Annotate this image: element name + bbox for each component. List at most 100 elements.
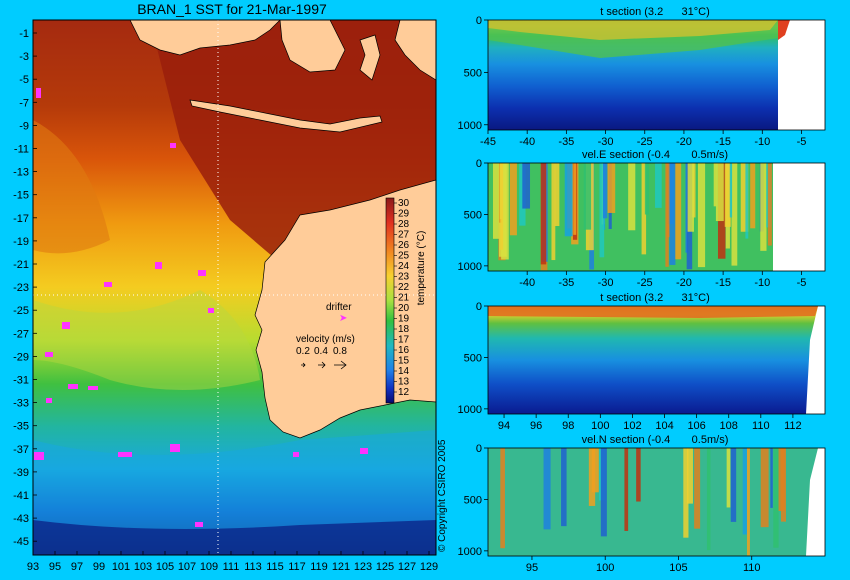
colorbar-tick-label: 15 bbox=[398, 356, 410, 367]
section-x-tick-label: -15 bbox=[715, 136, 731, 148]
borneo-landmass bbox=[279, 20, 346, 73]
section-y-tick-label: 0 bbox=[476, 301, 482, 313]
velocity-stripe bbox=[543, 448, 551, 530]
colorbar-tick-label: 22 bbox=[398, 282, 410, 293]
lat-tick-label: -27 bbox=[13, 328, 29, 340]
velocity-stripe bbox=[729, 163, 733, 218]
velocity-stripe bbox=[760, 448, 769, 528]
copyright: © Copyright CSIRO 2005 bbox=[437, 439, 448, 552]
t-section-panel-1: t section (3.2 31°C) -45 -40 -35 -30 -25 -20-… bbox=[458, 6, 826, 148]
velocity-stripe bbox=[760, 163, 767, 251]
velocity-legend-value-1: 0.2 bbox=[296, 346, 310, 357]
section-x-tick-label: -35 bbox=[558, 136, 574, 148]
velocity-stripe bbox=[697, 163, 706, 268]
velocity-stripe bbox=[492, 163, 500, 239]
section-x-tick-label: -5 bbox=[797, 277, 807, 289]
velocity-stripe bbox=[564, 163, 573, 237]
section-x-tick-label: 94 bbox=[498, 420, 510, 432]
drifter bbox=[170, 444, 180, 452]
section-y-tick-label: 0 bbox=[476, 15, 482, 27]
velocity-stripe bbox=[767, 163, 772, 246]
colorbar-tick-label: 28 bbox=[398, 219, 410, 230]
velocity-stripe bbox=[687, 448, 693, 504]
drifter bbox=[104, 282, 112, 287]
lon-tick-label: 119 bbox=[310, 561, 328, 573]
panel-2-velocity-stripes bbox=[492, 163, 772, 271]
lon-tick-label: 125 bbox=[376, 561, 394, 573]
lat-tick-label: -31 bbox=[13, 375, 29, 387]
lat-tick-label: -25 bbox=[13, 305, 29, 317]
velocity-stripe bbox=[522, 163, 531, 209]
velocity-stripe bbox=[715, 163, 724, 222]
sst-map bbox=[33, 20, 436, 555]
vel-e-section-panel: vel.E section (-0.4 0.5m/s) -40 -35 -30 -25… bbox=[458, 149, 826, 289]
velocity-stripe bbox=[628, 163, 636, 231]
map-title: BRAN_1 SST for 21-Mar-1997 bbox=[137, 1, 327, 17]
section-x-tick-label: -40 bbox=[519, 277, 535, 289]
latitude-axis: -1 -3 -5 -7 -9 -11 -13 -15 -17 -19 -21 -23 -25 -27 -29… bbox=[13, 28, 37, 548]
velocity-stripe bbox=[669, 163, 676, 265]
velocity-stripe bbox=[600, 448, 607, 537]
panel-1-axes: -45 -40 -35 -30 -25 -20 -15 -10 -5 0 500 1000 bbox=[458, 15, 807, 148]
velocity-stripe bbox=[675, 163, 682, 260]
lon-tick-label: 109 bbox=[200, 561, 218, 573]
velocity-stripe bbox=[509, 163, 517, 236]
lon-tick-label: 99 bbox=[93, 561, 105, 573]
lat-tick-label: -19 bbox=[13, 236, 29, 248]
lon-tick-label: 129 bbox=[420, 561, 438, 573]
section-x-tick-label: -10 bbox=[754, 136, 770, 148]
lat-tick-label: -33 bbox=[13, 398, 29, 410]
colorbar-tick-label: 21 bbox=[398, 293, 410, 304]
drifter bbox=[360, 448, 368, 454]
velocity-stripe bbox=[666, 163, 670, 238]
velocity-stripe bbox=[773, 448, 779, 548]
colorbar-tick-label: 17 bbox=[398, 335, 410, 346]
section-x-tick-label: 112 bbox=[784, 420, 802, 432]
lon-tick-label: 121 bbox=[332, 561, 350, 573]
section-y-tick-label: 500 bbox=[464, 494, 482, 506]
lon-tick-label: 107 bbox=[178, 561, 196, 573]
section-y-tick-label: 500 bbox=[464, 67, 482, 79]
panel-3-surface-layer bbox=[488, 306, 818, 318]
lat-tick-label: -17 bbox=[13, 213, 29, 225]
drifter bbox=[46, 398, 52, 403]
velocity-stripe bbox=[694, 448, 701, 529]
panel-2-title: vel.E section (-0.4 0.5m/s) bbox=[582, 149, 728, 161]
drifter bbox=[198, 270, 206, 276]
velocity-stripe bbox=[591, 448, 599, 493]
section-x-tick-label: 96 bbox=[530, 420, 542, 432]
lon-tick-label: 95 bbox=[49, 561, 61, 573]
section-x-tick-label: 100 bbox=[596, 562, 614, 574]
section-x-tick-label: -5 bbox=[797, 136, 807, 148]
colorbar-tick-label: 24 bbox=[398, 261, 410, 272]
panel-1-frame bbox=[487, 19, 826, 131]
colorbar-ramp bbox=[385, 197, 395, 404]
section-y-tick-label: 1000 bbox=[458, 120, 482, 132]
section-y-tick-label: 1000 bbox=[458, 404, 482, 416]
panel-4-frame bbox=[487, 447, 826, 557]
velocity-stripe bbox=[641, 163, 647, 255]
lat-tick-label: -23 bbox=[13, 282, 29, 294]
lat-tick-label: -1 bbox=[19, 28, 29, 40]
colorbar-tick-label: 23 bbox=[398, 272, 410, 283]
panel-4-title: vel.N section (-0.4 0.5m/s) bbox=[582, 434, 729, 446]
velocity-stripe bbox=[551, 163, 556, 261]
velocity-stripe bbox=[607, 163, 616, 213]
longitude-axis: 93 95 97 99 101 103 105 107 109 111 113 115 117 119 12… bbox=[27, 551, 438, 573]
velocity-arrow-medium bbox=[318, 361, 326, 369]
velocity-stripe bbox=[726, 448, 731, 508]
drifter bbox=[293, 452, 299, 457]
velocity-stripe bbox=[583, 163, 592, 230]
section-y-tick-label: 500 bbox=[464, 352, 482, 364]
velocity-stripe bbox=[603, 163, 608, 219]
section-x-tick-label: -20 bbox=[676, 136, 692, 148]
section-x-tick-label: 98 bbox=[562, 420, 574, 432]
velocity-stripe bbox=[780, 448, 787, 522]
velocity-legend-title: velocity (m/s) bbox=[296, 334, 355, 345]
lat-tick-label: -5 bbox=[19, 74, 29, 86]
velocity-stripe bbox=[554, 163, 560, 227]
section-x-tick-label: -35 bbox=[558, 277, 574, 289]
lon-tick-label: 105 bbox=[156, 561, 174, 573]
